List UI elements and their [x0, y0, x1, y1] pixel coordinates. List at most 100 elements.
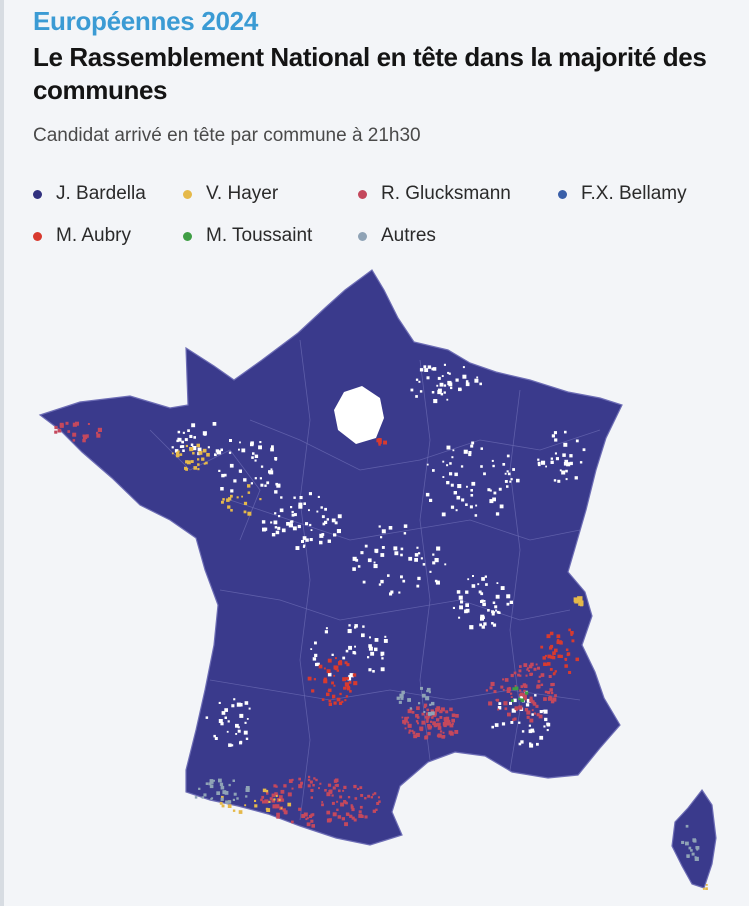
glucksmann-commune	[508, 686, 511, 690]
unassigned-commune	[317, 495, 320, 498]
unassigned-commune	[235, 723, 239, 728]
unassigned-commune	[492, 601, 496, 604]
unassigned-commune	[529, 743, 534, 748]
glucksmann-commune	[306, 817, 309, 820]
aubry-commune	[549, 668, 553, 671]
unassigned-commune	[516, 478, 520, 483]
unassigned-commune	[513, 698, 517, 703]
glucksmann-commune	[303, 812, 308, 817]
glucksmann-commune	[523, 689, 526, 693]
unassigned-commune	[529, 742, 532, 745]
glucksmann-commune	[311, 813, 315, 816]
hayer-commune	[197, 463, 200, 466]
hayer-commune	[227, 505, 231, 509]
unassigned-commune	[308, 492, 312, 496]
unassigned-commune	[429, 498, 433, 502]
unassigned-commune	[550, 460, 554, 464]
unassigned-commune	[246, 718, 249, 720]
autres-commune	[421, 693, 426, 698]
autres-commune	[423, 711, 426, 713]
glucksmann-commune	[411, 711, 415, 714]
glucksmann-commune	[372, 793, 375, 796]
autres-commune	[407, 698, 411, 702]
department-border	[419, 359, 431, 761]
unassigned-commune	[457, 484, 462, 489]
glucksmann-commune	[57, 428, 62, 433]
glucksmann-commune	[412, 731, 416, 735]
unassigned-commune	[480, 447, 483, 450]
aubry-commune	[338, 701, 343, 705]
glucksmann-commune	[72, 439, 76, 442]
unassigned-commune	[264, 484, 267, 487]
toussaint-commune	[518, 697, 521, 700]
unassigned-commune	[218, 701, 221, 704]
unassigned-commune	[467, 578, 470, 581]
unassigned-commune	[197, 447, 202, 452]
unassigned-commune	[414, 553, 419, 557]
aubry-commune	[346, 682, 350, 686]
unassigned-commune	[470, 444, 474, 448]
unassigned-commune	[466, 485, 468, 488]
unassigned-commune	[439, 382, 444, 387]
glucksmann-commune	[413, 734, 418, 739]
glucksmann-commune	[528, 669, 530, 672]
hayer-commune	[203, 462, 206, 465]
unassigned-commune	[315, 662, 319, 667]
autres-commune	[399, 693, 402, 697]
unassigned-commune	[446, 398, 449, 401]
unassigned-commune	[487, 488, 491, 492]
glucksmann-commune	[280, 789, 285, 794]
glucksmann-commune	[318, 787, 320, 790]
hayer-commune	[185, 444, 188, 448]
unassigned-commune	[492, 464, 495, 468]
unassigned-commune	[442, 476, 445, 478]
unassigned-commune	[333, 533, 337, 537]
unassigned-commune	[565, 469, 568, 473]
unassigned-commune	[499, 504, 504, 509]
unassigned-commune	[291, 513, 295, 517]
unassigned-commune	[547, 724, 550, 727]
glucksmann-commune	[520, 685, 524, 688]
unassigned-commune	[419, 368, 424, 372]
aubry-commune	[343, 686, 347, 690]
hayer-commune	[219, 801, 223, 805]
glucksmann-commune	[376, 802, 380, 805]
glucksmann-commune	[359, 786, 363, 789]
unassigned-commune	[254, 454, 259, 458]
unassigned-commune	[362, 625, 365, 628]
aubry-commune	[554, 648, 558, 653]
unassigned-commune	[368, 644, 372, 648]
unassigned-commune	[544, 717, 548, 722]
glucksmann-commune	[358, 813, 363, 818]
unassigned-commune	[437, 376, 441, 380]
aubry-commune	[339, 660, 342, 663]
unassigned-commune	[474, 514, 478, 517]
glucksmann-commune	[439, 716, 443, 719]
glucksmann-commune	[518, 693, 522, 697]
unassigned-commune	[324, 630, 328, 634]
glucksmann-commune	[96, 431, 99, 434]
unassigned-commune	[419, 390, 423, 393]
glucksmann-commune	[530, 662, 534, 667]
unassigned-commune	[415, 378, 419, 381]
unassigned-commune	[321, 533, 325, 536]
glucksmann-commune	[519, 689, 522, 692]
unassigned-commune	[367, 558, 372, 563]
autres-commune	[228, 783, 231, 787]
unassigned-commune	[357, 565, 361, 568]
glucksmann-commune	[321, 803, 324, 807]
hayer-commune	[705, 887, 708, 890]
unassigned-commune	[314, 653, 318, 657]
subtitle: Candidat arrivé en tête par commune à 21…	[33, 125, 421, 146]
unassigned-commune	[331, 653, 334, 656]
glucksmann-commune	[375, 808, 378, 811]
autres-commune	[213, 779, 215, 782]
unassigned-commune	[497, 706, 502, 710]
hayer-commune	[197, 468, 200, 471]
glucksmann-commune	[446, 722, 450, 726]
aubry-commune	[559, 641, 563, 645]
unassigned-commune	[483, 472, 486, 476]
unassigned-commune	[390, 590, 394, 594]
glucksmann-commune	[405, 720, 408, 723]
unassigned-commune	[509, 480, 512, 483]
